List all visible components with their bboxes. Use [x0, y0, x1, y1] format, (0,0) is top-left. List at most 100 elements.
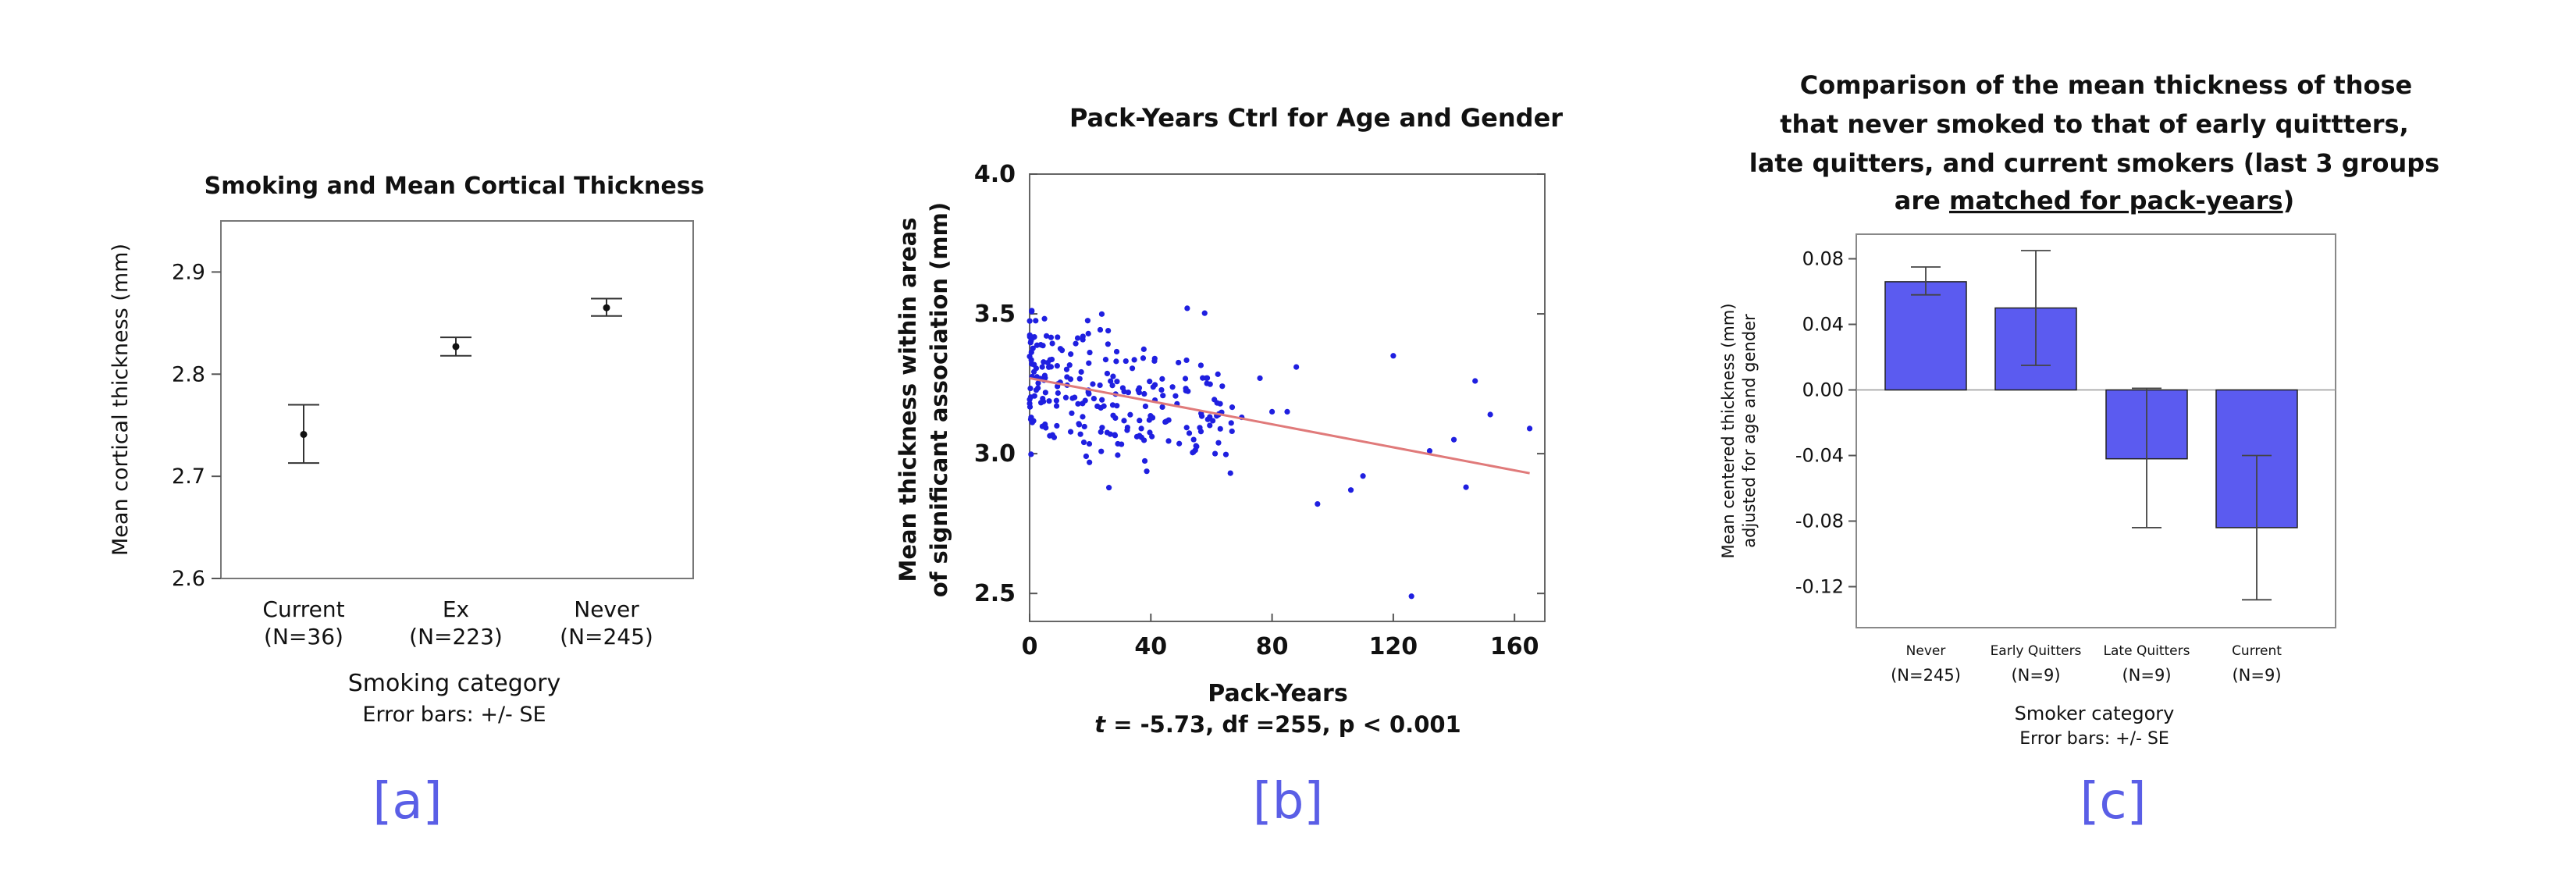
panel-b-data-point	[1081, 423, 1087, 430]
panel-b-data-point	[1039, 364, 1045, 370]
panel-b-data-point	[1147, 379, 1153, 385]
panel-b-data-point	[1131, 357, 1137, 363]
panel-b-data-point	[1045, 364, 1052, 370]
panel-b-data-point	[1027, 340, 1034, 346]
panel-b-data-point	[1140, 437, 1147, 443]
panel-b-data-point	[1144, 468, 1150, 475]
panel-b-data-point	[1053, 403, 1060, 409]
panel-b-data-point	[1080, 439, 1087, 446]
panel-b-data-point	[1186, 430, 1193, 436]
panel-b-data-point	[1190, 450, 1196, 456]
panel-c-y-tick-label: 0.00	[1802, 379, 1844, 401]
panel-b-data-point	[1084, 318, 1091, 324]
panel-b-data-point	[1257, 375, 1263, 382]
panel-b-data-point	[1222, 451, 1229, 457]
panel-b-data-point	[1115, 440, 1121, 447]
panel-b-data-point	[1151, 358, 1158, 365]
panel-b-data-point	[1390, 353, 1397, 359]
panel-a: Smoking and Mean Cortical Thickness Mean…	[109, 173, 704, 831]
panel-b-data-point	[1140, 346, 1147, 352]
panel-b-data-point	[1041, 359, 1047, 365]
panel-b-title: Pack-Years Ctrl for Age and Gender	[1069, 103, 1563, 133]
panel-b-data-point	[1086, 440, 1093, 447]
panel-c-title-line4: are matched for pack-years)	[1895, 186, 2294, 215]
panel-c-title-line3: late quitters, and current smokers (last…	[1749, 148, 2439, 178]
panel-b-data-point	[1097, 326, 1104, 333]
panel-a-category-label: Current	[262, 596, 344, 622]
panel-b-x-tick-label: 0	[1022, 633, 1038, 660]
panel-b-data-point	[1054, 363, 1060, 369]
panel-b-data-point	[1029, 419, 1036, 425]
panel-b-data-point	[1042, 390, 1048, 396]
panel-b-data-point	[1030, 345, 1036, 351]
panel-b-data-point	[1212, 450, 1219, 457]
panel-b-data-point	[1055, 334, 1061, 340]
panel-b-data-point	[1046, 398, 1052, 404]
panel-b-data-point	[1083, 453, 1090, 460]
panel-b-ticks: 2.5 3.0 3.5 4.0 0 40 80 120 160	[974, 161, 1545, 660]
panel-c-category-n: (N=9)	[2232, 666, 2281, 685]
panel-a-mean-point	[300, 430, 308, 438]
panel-b-data-point	[1109, 402, 1116, 408]
panel-b-data-point	[1133, 433, 1140, 440]
panel-b-data-point	[1027, 394, 1034, 400]
panel-b-data-point	[1127, 411, 1133, 418]
panel-b-data-point	[1105, 327, 1112, 334]
panel-b-data-point	[1098, 404, 1104, 411]
panel-a-category-n: (N=245)	[560, 624, 653, 650]
panel-b-data-point	[1147, 429, 1153, 436]
panel-a-tag: [a]	[372, 773, 442, 831]
panel-b-data-point	[1201, 310, 1208, 316]
panel-b-data-point	[1210, 418, 1216, 424]
panel-b-data-point	[1215, 371, 1221, 377]
panel-b-data-point	[1185, 388, 1191, 394]
panel-c-plot-frame	[1856, 233, 2336, 628]
panel-b-data-point	[1028, 451, 1034, 457]
panel-b-data-point	[1047, 432, 1053, 439]
panel-b-y-axis-label-line2: of significant association (mm)	[926, 202, 952, 597]
panel-b-data-point	[1197, 362, 1204, 368]
panel-b-data-point	[1109, 383, 1115, 389]
panel-b-data-point	[1087, 459, 1093, 465]
panel-b-data-point	[1215, 440, 1222, 446]
panel-b-x-tick-label: 160	[1490, 633, 1539, 660]
panel-b-data-point	[1129, 365, 1136, 372]
panel-b-data-point	[1347, 487, 1354, 493]
panel-b-data-point	[1098, 311, 1105, 317]
panel-b-data-point	[1472, 378, 1478, 384]
panel-b-data-point	[1051, 434, 1058, 440]
panel-c-bars	[1884, 250, 2298, 601]
panel-c-ticks: 0.08 0.04 0.00 -0.04 -0.08 -0.12	[1795, 248, 2336, 598]
panel-b-data-point	[1112, 432, 1118, 438]
panel-b-data-point	[1113, 358, 1119, 365]
panel-b-data-point	[1030, 368, 1037, 375]
panel-b-data-point	[1207, 381, 1213, 387]
panel-b-data-point	[1160, 393, 1166, 399]
panel-b-x-axis-label: Pack-Years	[1208, 680, 1347, 707]
panel-b-data-point	[1033, 318, 1039, 324]
panel-b-data-point	[1315, 500, 1321, 507]
panel-b-data-point	[1066, 362, 1073, 368]
panel-b-data-point	[1197, 425, 1203, 431]
panel-b-data-point	[1026, 332, 1033, 338]
panel-b-data-point	[1026, 400, 1033, 407]
panel-c-x-tick-labels: Never (N=245) Early Quitters (N=9) Late Quit…	[1891, 643, 2282, 685]
panel-b-data-point	[1049, 340, 1055, 347]
panel-a-x-tick-labels: Current(N=36) Ex(N=223) Never(N=245)	[262, 596, 653, 650]
panel-b-data-point	[1114, 403, 1120, 409]
panel-b-data-point	[1176, 440, 1183, 447]
panel-b-data-point	[1219, 383, 1226, 390]
panel-b-data-point	[1043, 333, 1050, 339]
panel-b-data-point	[1115, 452, 1121, 458]
panel-b-data-point	[1125, 390, 1132, 396]
panel-b-data-point	[1137, 418, 1143, 424]
panel-b-data-point	[1029, 308, 1035, 314]
panel-b-data-point	[1183, 425, 1190, 431]
panel-a-marks	[288, 297, 622, 464]
panel-c-category-n: (N=9)	[2011, 666, 2060, 685]
panel-c-title-line4-post: )	[2283, 186, 2295, 215]
panel-c-x-axis-label: Smoker category	[2015, 703, 2175, 724]
panel-b-data-point	[1214, 400, 1220, 406]
panel-c-y-axis-label-line1: Mean centered thickness (mm)	[1719, 303, 1738, 558]
panel-b-data-point	[1069, 395, 1076, 401]
